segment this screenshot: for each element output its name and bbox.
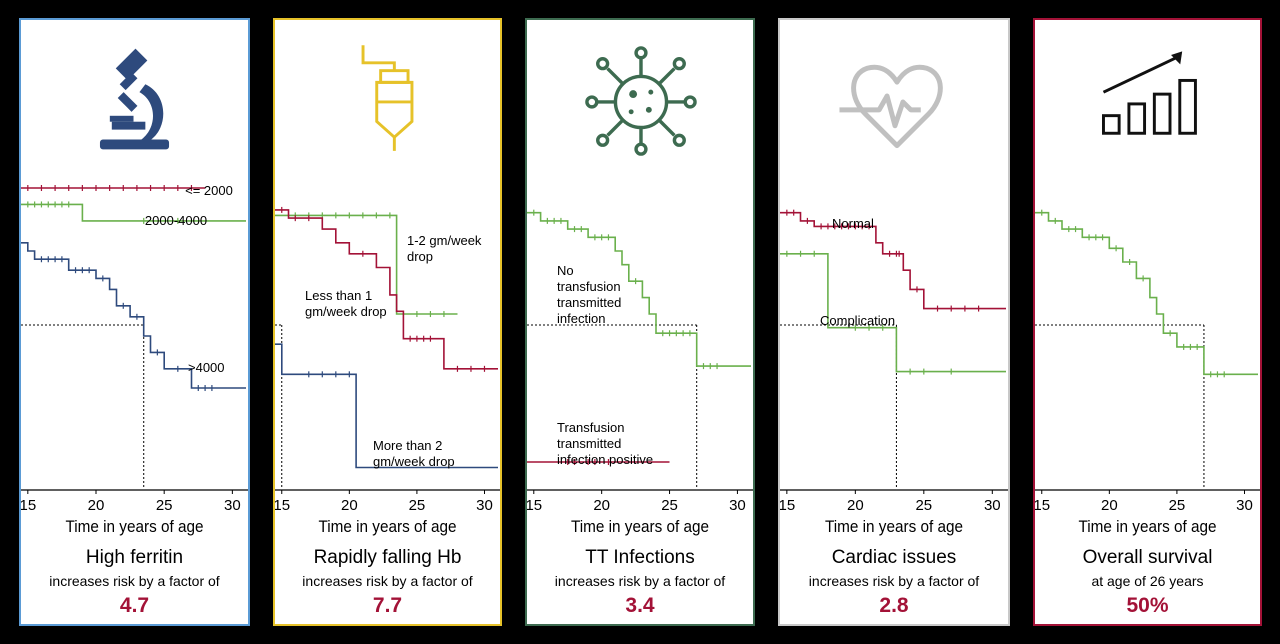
heart-pulse-icon (839, 64, 943, 149)
x-axis-label: Time in years of age (824, 517, 964, 536)
curve-label: gm/week drop (305, 304, 387, 319)
x-axis-label: Time in years of age (318, 517, 457, 536)
curve-label: Complication (820, 313, 895, 328)
microscope-icon (99, 48, 170, 150)
x-tick-label: 30 (1236, 497, 1253, 514)
x-tick-label: 20 (341, 497, 358, 514)
iv-drip-icon (361, 45, 414, 151)
risk-factor-value: 2.8 (879, 594, 909, 617)
x-tick-label: 30 (984, 497, 1001, 514)
curve-label: transfusion (557, 279, 621, 294)
curve-label: infection positive (557, 452, 653, 467)
panel-title: TT Infections (585, 547, 695, 568)
curve-label: <= 2000 (185, 183, 233, 198)
x-tick-label: 20 (1101, 497, 1118, 514)
x-tick-label: 20 (88, 497, 105, 514)
x-tick-label: 20 (593, 497, 610, 514)
panel-subtitle: at age of 26 years (1091, 573, 1204, 589)
x-tick-label: 15 (1035, 497, 1050, 514)
survival-curve (780, 211, 1006, 310)
x-tick-label: 15 (780, 497, 795, 514)
panel-subtitle: increases risk by a factor of (808, 573, 980, 589)
risk-factor-value: 4.7 (119, 594, 150, 617)
survival-curve (1035, 211, 1258, 376)
x-tick-label: 30 (224, 497, 241, 514)
km-plot: 15 20 25 30 Normal Complication (780, 209, 1008, 514)
x-axis-label: Time in years of age (65, 517, 204, 536)
survival-curve (275, 343, 498, 469)
curve-label: Normal (832, 216, 874, 231)
survival-curve (527, 211, 751, 367)
curve-label: Less than 1 (305, 288, 372, 303)
x-tick-label: 15 (21, 497, 36, 514)
x-tick-label: 25 (661, 497, 678, 514)
curve-label: transmitted (557, 436, 621, 451)
panel-subtitle: increases risk by a factor of (554, 573, 726, 589)
curve-label: infection (557, 311, 605, 326)
panel-rapidly-falling-hb: 15 20 25 30 1-2 gm/week drop Less than 1 gm/wee… (273, 18, 502, 626)
curve-label: 1-2 gm/week (407, 233, 482, 248)
x-tick-label: 15 (527, 497, 542, 514)
risk-factor-value: 50% (1126, 594, 1169, 617)
x-tick-label: 25 (156, 497, 173, 514)
panel-tt-infections: 15 20 25 30 No transfusion transmitted infectio… (525, 18, 755, 626)
km-plot: 15 20 25 30Notransfusiontransmittedinfectio… (527, 209, 753, 514)
survival-curve (21, 242, 246, 389)
curve-label: More than 2 (373, 438, 442, 453)
risk-factor-value: 7.7 (372, 594, 403, 617)
x-tick-label: 20 (847, 497, 864, 514)
panel-title: Overall survival (1082, 547, 1213, 568)
panel-overall-survival: 15 20 25 30 Time in years of age Overall su… (1033, 18, 1262, 626)
curve-label: drop (407, 249, 433, 264)
panel-high-ferritin: 15 20 25 30 <= 2000 2000-4000 >4000 Time in ye… (19, 18, 250, 626)
risk-factor-value: 3.4 (625, 594, 655, 617)
panel-title: High ferritin (85, 547, 184, 568)
curve-label: >4000 (188, 360, 225, 375)
survival-curve (275, 209, 498, 370)
x-tick-label: 15 (275, 497, 290, 514)
survival-curve (780, 253, 1006, 373)
panel-title: Cardiac issues (831, 547, 957, 568)
panel-subtitle: increases risk by a factor of (49, 573, 220, 589)
x-tick-label: 25 (1169, 497, 1186, 514)
x-axis-label: Time in years of age (570, 517, 710, 536)
km-plot: 15 20 25 30 <= 2000 2000-4000 >4000 (21, 183, 248, 514)
curve-label: 2000-4000 (145, 213, 207, 228)
bar-chart-up-icon (1102, 51, 1197, 135)
curve-label: transmitted (557, 295, 621, 310)
panel-cardiac-issues: 15 20 25 30 Normal Complication Time in years… (778, 18, 1010, 626)
x-tick-label: 30 (729, 497, 746, 514)
panel-subtitle: increases risk by a factor of (302, 573, 473, 589)
x-tick-label: 30 (476, 497, 493, 514)
km-plot: 15 20 25 30 (1035, 209, 1260, 514)
curve-label: Transfusion (557, 420, 624, 435)
panel-title: Rapidly falling Hb (313, 547, 462, 568)
x-tick-label: 25 (409, 497, 426, 514)
curve-label: No (557, 263, 574, 278)
survival-curve (21, 203, 246, 222)
x-tick-label: 25 (915, 497, 932, 514)
x-axis-label: Time in years of age (1078, 517, 1217, 536)
curve-label: gm/week drop (373, 454, 455, 469)
virus-icon (585, 46, 697, 156)
